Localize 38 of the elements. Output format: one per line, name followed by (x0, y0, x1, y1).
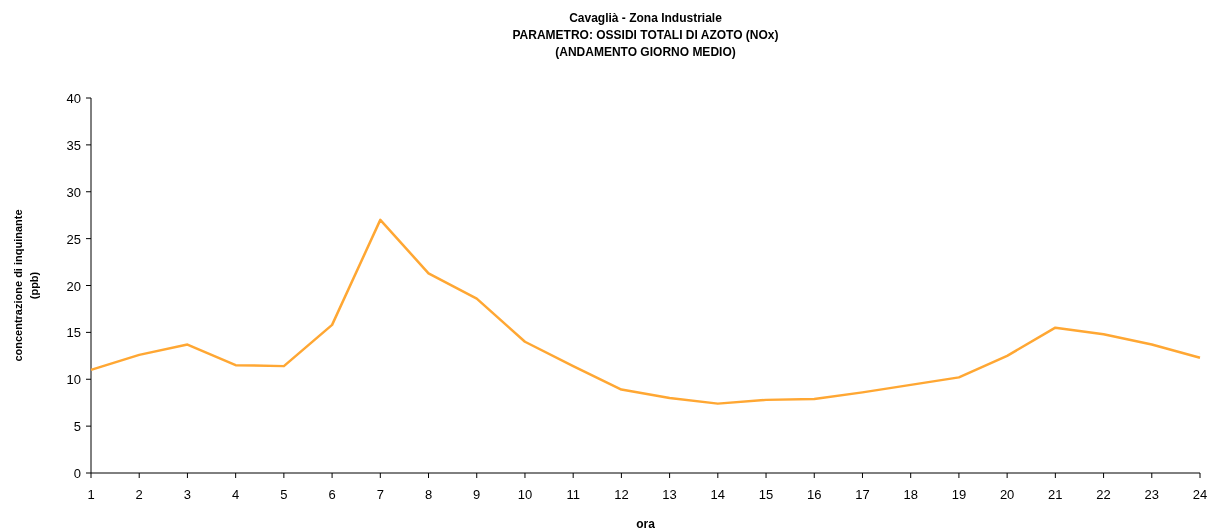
x-tick-label: 17 (855, 487, 870, 502)
y-axis-title: concentrazione di inquinante (ppb) (12, 209, 40, 362)
y-tick-label: 25 (66, 231, 81, 247)
x-tick-label: 16 (807, 487, 822, 502)
x-tick-label: 8 (424, 487, 433, 502)
x-tick-label: 12 (614, 487, 629, 502)
x-tick-label: 11 (566, 487, 580, 502)
x-tick-label: 18 (903, 487, 918, 502)
x-tick-label: 5 (280, 487, 288, 502)
y-tick-label: 40 (66, 91, 81, 106)
y-tick-label: 15 (66, 325, 81, 341)
x-tick-label: 3 (183, 487, 192, 502)
x-tick-label: 23 (1144, 487, 1160, 502)
x-tick-label: 9 (473, 487, 481, 502)
line-series (89, 218, 1202, 405)
y-tick-label: 30 (66, 184, 81, 200)
x-tick-label: 14 (710, 487, 726, 502)
x-tick-label: 10 (517, 487, 533, 502)
x-tick-label: 22 (1096, 487, 1111, 502)
x-tick-label: 1 (87, 487, 95, 502)
x-tick-label: 6 (328, 487, 336, 502)
y-tick-label: 35 (66, 137, 81, 153)
x-axis-title: ora (636, 517, 656, 531)
y-tick-label: 5 (73, 419, 81, 435)
x-tick-label: 13 (662, 487, 677, 502)
x-tick-label: 2 (135, 487, 143, 502)
x-tick-label: 4 (232, 487, 240, 502)
x-tick-label: 20 (999, 487, 1015, 502)
y-tick-label: 10 (66, 372, 81, 388)
x-tick-label: 24 (1192, 487, 1208, 502)
chart-title: Cavaglià - Zona Industriale (569, 11, 723, 25)
x-tick-label: 15 (758, 487, 774, 502)
y-tick-label: 0 (73, 466, 81, 481)
y-tick-label: 20 (66, 278, 81, 294)
x-tick-label: 7 (376, 487, 384, 502)
chart-subtitle: PARAMETRO: OSSIDI TOTALI DI AZOTO (NOx) (ANDAMENTO GIORNO MEDIO) (512, 28, 779, 59)
x-tick-label: 19 (951, 487, 967, 502)
x-tick-label: 21 (1048, 487, 1063, 502)
